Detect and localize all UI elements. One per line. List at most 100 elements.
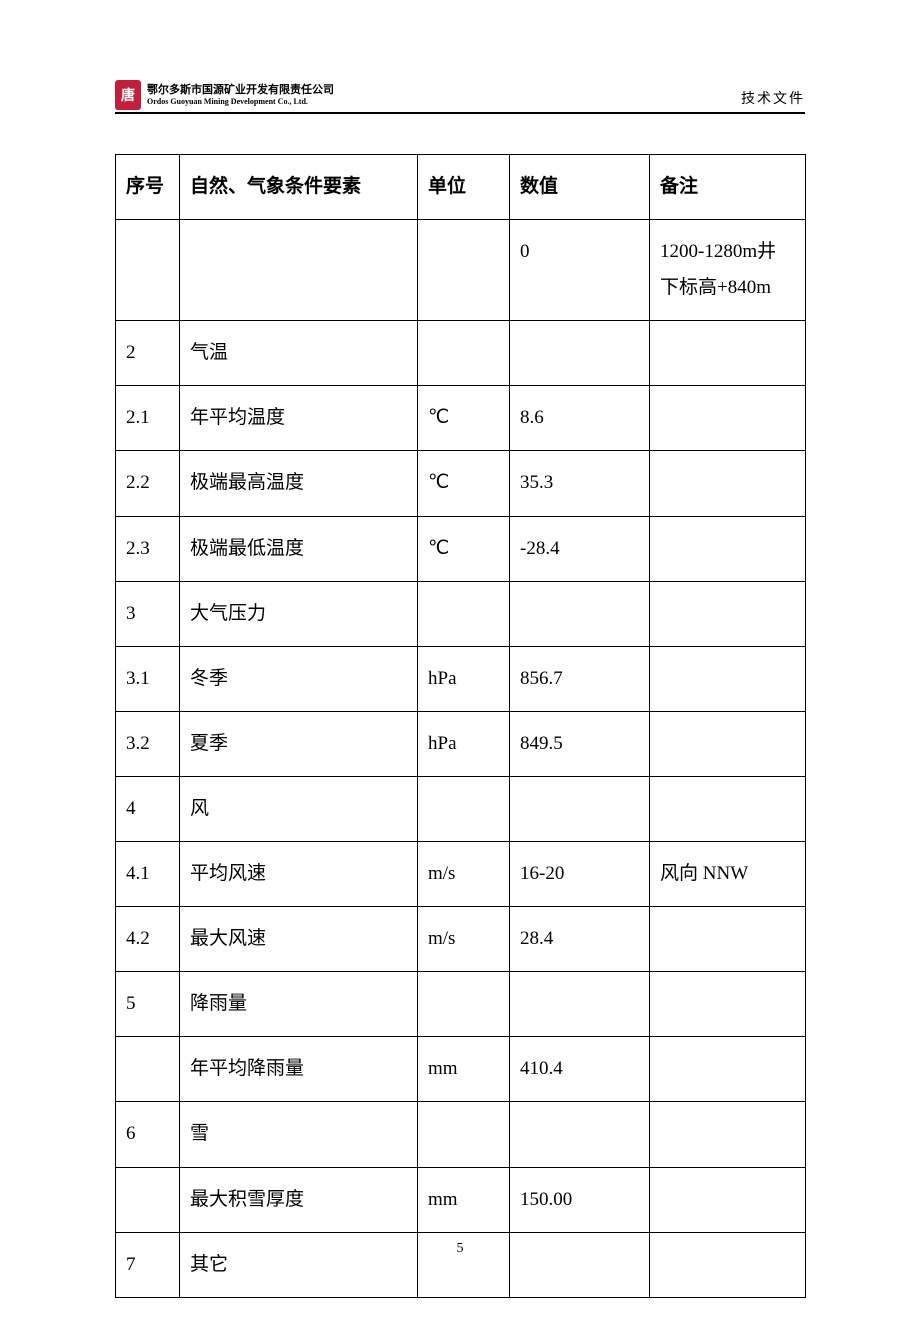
company-name-en: Ordos Guoyuan Mining Development Co., Lt… — [147, 97, 334, 107]
table-row: 4 风 — [116, 776, 806, 841]
cell-remark — [650, 907, 806, 972]
cell-value: 35.3 — [510, 451, 650, 516]
cell-unit — [418, 776, 510, 841]
cell-value — [510, 972, 650, 1037]
cell-unit: mm — [418, 1167, 510, 1232]
cell-element: 大气压力 — [180, 581, 418, 646]
col-header-value: 数值 — [510, 155, 650, 220]
cell-value: 849.5 — [510, 711, 650, 776]
cell-seq: 5 — [116, 972, 180, 1037]
climate-conditions-table: 序号 自然、气象条件要素 单位 数值 备注 0 1200-1280m井下标高+8… — [115, 154, 806, 1298]
cell-seq: 3.2 — [116, 711, 180, 776]
table-row: 2.3 极端最低温度 ℃ -28.4 — [116, 516, 806, 581]
cell-seq: 4.2 — [116, 907, 180, 972]
table-row: 4.1 平均风速 m/s 16-20 风向 NNW — [116, 842, 806, 907]
cell-remark — [650, 321, 806, 386]
cell-unit: m/s — [418, 907, 510, 972]
cell-element: 极端最高温度 — [180, 451, 418, 516]
cell-element: 平均风速 — [180, 842, 418, 907]
cell-unit: ℃ — [418, 516, 510, 581]
cell-value: 856.7 — [510, 646, 650, 711]
cell-value — [510, 321, 650, 386]
table-row: 2.2 极端最高温度 ℃ 35.3 — [116, 451, 806, 516]
cell-unit: hPa — [418, 711, 510, 776]
table-row: 3.2 夏季 hPa 849.5 — [116, 711, 806, 776]
cell-remark: 1200-1280m井下标高+840m — [650, 220, 806, 321]
cell-unit — [418, 1102, 510, 1167]
table-row: 0 1200-1280m井下标高+840m — [116, 220, 806, 321]
table-row: 5 降雨量 — [116, 972, 806, 1037]
table-row: 年平均降雨量 mm 410.4 — [116, 1037, 806, 1102]
table-row: 最大积雪厚度 mm 150.00 — [116, 1167, 806, 1232]
page-number: 5 — [0, 1241, 920, 1257]
cell-element: 冬季 — [180, 646, 418, 711]
cell-remark — [650, 1037, 806, 1102]
cell-element: 风 — [180, 776, 418, 841]
col-header-element: 自然、气象条件要素 — [180, 155, 418, 220]
document-type-label: 技术文件 — [741, 88, 805, 110]
cell-seq: 2.2 — [116, 451, 180, 516]
col-header-remark: 备注 — [650, 155, 806, 220]
cell-unit — [418, 321, 510, 386]
cell-remark — [650, 581, 806, 646]
cell-value: 410.4 — [510, 1037, 650, 1102]
cell-value — [510, 776, 650, 841]
cell-unit — [418, 581, 510, 646]
cell-seq: 3 — [116, 581, 180, 646]
cell-element: 极端最低温度 — [180, 516, 418, 581]
cell-unit: ℃ — [418, 386, 510, 451]
cell-unit: hPa — [418, 646, 510, 711]
cell-seq — [116, 1167, 180, 1232]
cell-element: 年平均降雨量 — [180, 1037, 418, 1102]
table-row: 2 气温 — [116, 321, 806, 386]
cell-seq: 4 — [116, 776, 180, 841]
cell-element: 气温 — [180, 321, 418, 386]
cell-element: 年平均温度 — [180, 386, 418, 451]
col-header-seq: 序号 — [116, 155, 180, 220]
table-row: 4.2 最大风速 m/s 28.4 — [116, 907, 806, 972]
cell-unit — [418, 972, 510, 1037]
cell-value: 16-20 — [510, 842, 650, 907]
cell-remark — [650, 1102, 806, 1167]
col-header-unit: 单位 — [418, 155, 510, 220]
cell-unit — [418, 220, 510, 321]
document-header: 唐 鄂尔多斯市国源矿业开发有限责任公司 Ordos Guoyuan Mining… — [115, 80, 805, 114]
cell-seq: 2.1 — [116, 386, 180, 451]
cell-unit: m/s — [418, 842, 510, 907]
table-header-row: 序号 自然、气象条件要素 单位 数值 备注 — [116, 155, 806, 220]
cell-element: 降雨量 — [180, 972, 418, 1037]
table-body: 0 1200-1280m井下标高+840m 2 气温 2.1 年平均温度 ℃ 8… — [116, 220, 806, 1298]
cell-seq — [116, 220, 180, 321]
cell-value: 150.00 — [510, 1167, 650, 1232]
table-row: 3.1 冬季 hPa 856.7 — [116, 646, 806, 711]
cell-seq: 4.1 — [116, 842, 180, 907]
table-row: 6 雪 — [116, 1102, 806, 1167]
cell-seq: 3.1 — [116, 646, 180, 711]
company-name-cn: 鄂尔多斯市国源矿业开发有限责任公司 — [147, 84, 334, 97]
cell-value: 28.4 — [510, 907, 650, 972]
cell-element: 夏季 — [180, 711, 418, 776]
cell-remark — [650, 516, 806, 581]
cell-unit: ℃ — [418, 451, 510, 516]
cell-value: 0 — [510, 220, 650, 321]
cell-value — [510, 581, 650, 646]
cell-seq: 2 — [116, 321, 180, 386]
cell-element: 最大积雪厚度 — [180, 1167, 418, 1232]
cell-remark — [650, 1167, 806, 1232]
cell-value: -28.4 — [510, 516, 650, 581]
table-row: 3 大气压力 — [116, 581, 806, 646]
cell-value — [510, 1102, 650, 1167]
cell-remark — [650, 776, 806, 841]
cell-seq: 2.3 — [116, 516, 180, 581]
cell-unit: mm — [418, 1037, 510, 1102]
cell-element — [180, 220, 418, 321]
cell-remark — [650, 386, 806, 451]
cell-remark — [650, 972, 806, 1037]
header-left: 唐 鄂尔多斯市国源矿业开发有限责任公司 Ordos Guoyuan Mining… — [115, 80, 334, 110]
page-container: 唐 鄂尔多斯市国源矿业开发有限责任公司 Ordos Guoyuan Mining… — [0, 0, 920, 1338]
cell-remark — [650, 451, 806, 516]
cell-value: 8.6 — [510, 386, 650, 451]
company-name-block: 鄂尔多斯市国源矿业开发有限责任公司 Ordos Guoyuan Mining D… — [147, 84, 334, 107]
cell-remark — [650, 646, 806, 711]
company-logo-icon: 唐 — [115, 80, 141, 110]
